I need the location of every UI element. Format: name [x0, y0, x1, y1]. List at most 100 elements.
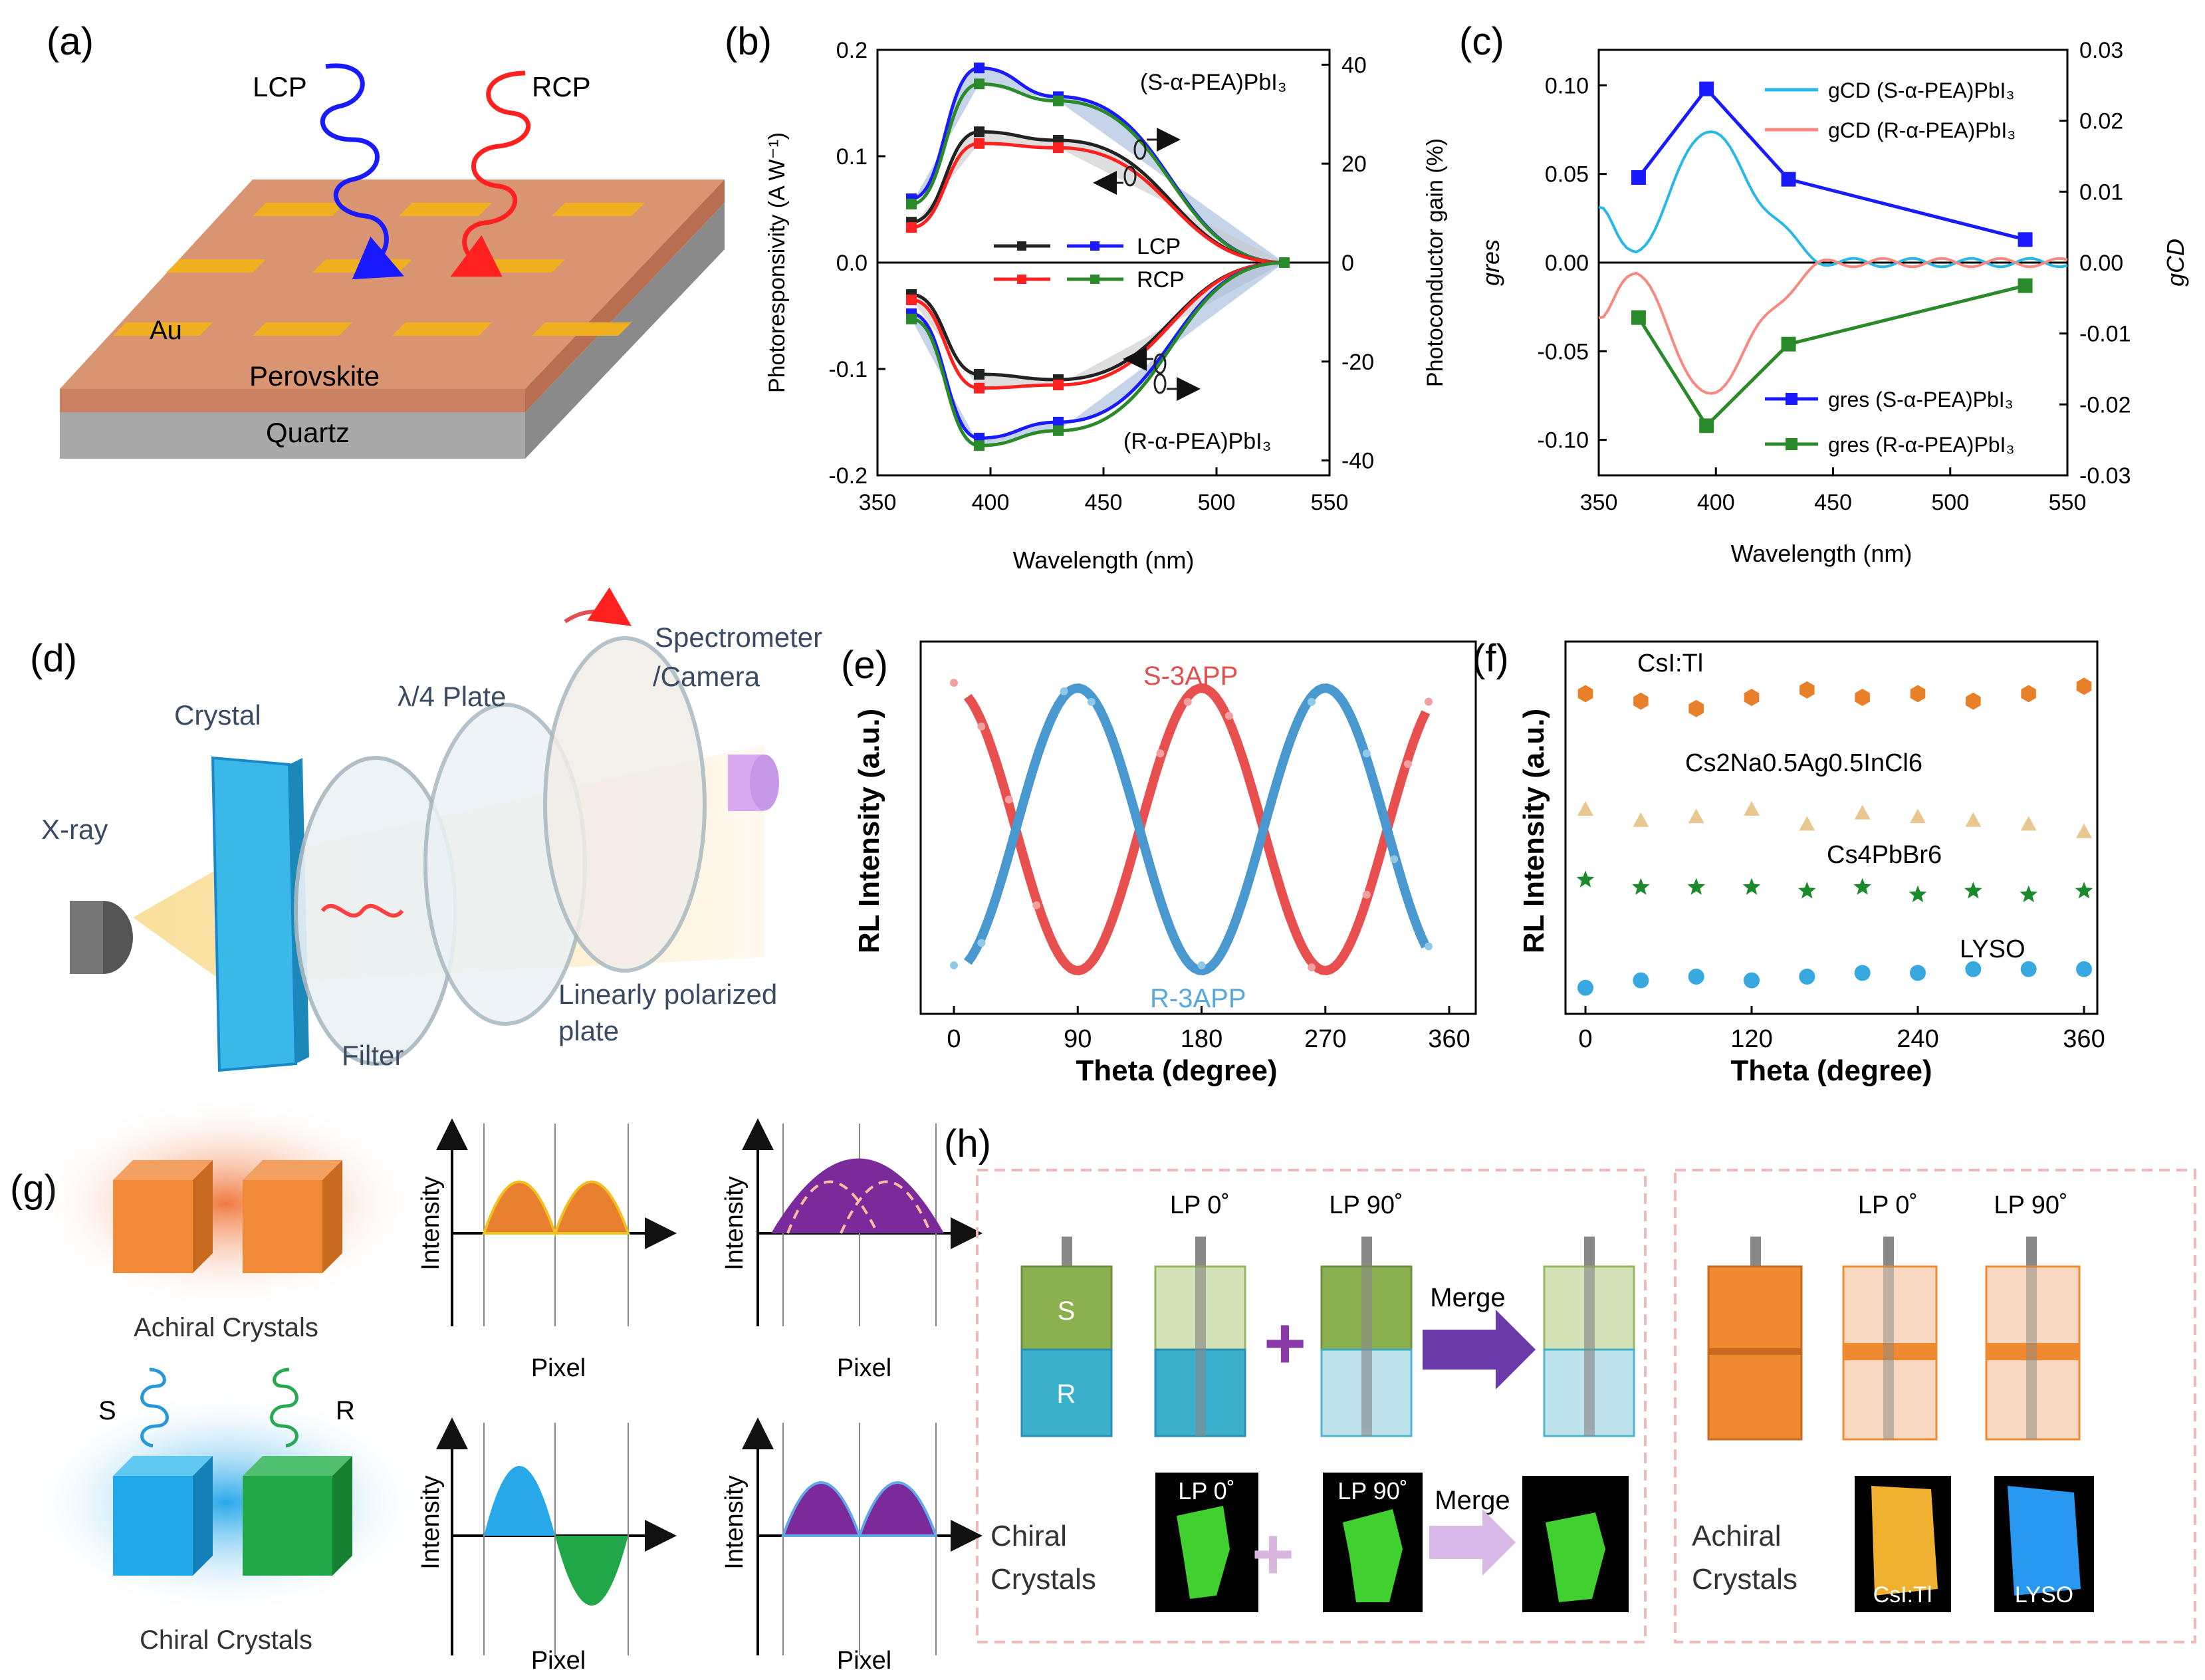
- r3app-point-7: [1390, 855, 1399, 864]
- lp-label-2: plate: [558, 1015, 619, 1046]
- panel-label-b: (b): [725, 20, 772, 63]
- s3app-curve: [963, 683, 1431, 975]
- x-tick-label-e-90: 90: [1064, 1025, 1092, 1053]
- plot-frame-e: [919, 640, 1477, 1015]
- mini-xlabel-2: Pixel: [837, 1354, 891, 1382]
- mini-ylabel-4: Intensity: [721, 1475, 749, 1570]
- y2-tick-label-c--0.02: -0.02: [2079, 392, 2131, 418]
- lyso-point-6: [1910, 965, 1926, 981]
- y2-tick-label-b--40: -40: [1341, 449, 1374, 474]
- y2-tick-label-b-40: 40: [1341, 53, 1367, 78]
- csi-point-8: [2021, 685, 2036, 703]
- y2-tick-label-c--0.01: -0.01: [2079, 322, 2131, 347]
- data-point-c-0-0: [1631, 170, 1646, 185]
- r3app-point-1: [977, 939, 986, 947]
- lp-label-1: Linearly polarized: [558, 979, 777, 1010]
- lyso-point-4: [1799, 969, 1815, 985]
- y2-tick-label-c-0.01: 0.01: [2079, 180, 2123, 205]
- s3app-point-9: [1403, 760, 1412, 769]
- lp0-label-achiral: LP 0˚: [1858, 1191, 1918, 1219]
- chiral-block-merged: [1543, 1237, 1635, 1437]
- r3app-point-8: [1424, 942, 1433, 951]
- plot-frame-f: [1564, 640, 2099, 1015]
- lp90-label-top: LP 90˚: [1329, 1191, 1403, 1219]
- photo-csi: CsI:Tl: [1855, 1476, 1951, 1612]
- lyso-point-2: [1688, 969, 1704, 985]
- csnaag-point-7: [1965, 812, 1982, 827]
- mini-xlabel-1: Pixel: [531, 1354, 586, 1382]
- cs4pbbr6-point-3: [1742, 878, 1761, 895]
- panel-label-e: (e): [841, 644, 888, 687]
- photo-lyso: LYSO: [1994, 1476, 2094, 1612]
- y-tick-label-c-0.00: 0.00: [1545, 251, 1589, 276]
- x-tick-label-b-550: 550: [1311, 490, 1349, 515]
- s3app-point-8: [1362, 890, 1371, 899]
- csi-point-7: [1966, 692, 1981, 710]
- legend-c-bottom: gres (S-α-PEA)PbI₃ gres (R-α-PEA)PbI₃: [1765, 388, 2014, 457]
- lp0-label-top: LP 0˚: [1170, 1191, 1230, 1219]
- series-line-b-3: [911, 142, 1285, 265]
- y2-tick-label-c-0.02: 0.02: [2079, 109, 2123, 134]
- series-line-b-2: [911, 130, 1285, 265]
- panel-g: (g) Achiral Crystals S R Chiral Crystals…: [10, 1097, 983, 1675]
- y-tick-label-b--0.1: -0.1: [828, 357, 868, 382]
- x-tick-label-b-500: 500: [1198, 490, 1236, 515]
- xray-label: X-ray: [41, 814, 108, 845]
- x-tick-label-c-350: 350: [1580, 490, 1618, 515]
- plate-label: λ/4 Plate: [398, 681, 506, 712]
- x-tick-label-b-400: 400: [972, 490, 1010, 515]
- legend-gres-r: gres (R-α-PEA)PbI₃: [1828, 433, 2014, 457]
- plus-icon-1: +: [1264, 1302, 1306, 1384]
- y-axis-label-b: Photoresponsivity (A W⁻¹): [764, 132, 790, 393]
- legend-lcp: LCP: [1137, 234, 1181, 259]
- y2-axis-label-b: Photoconductor gain (%): [1423, 138, 1448, 387]
- x-tick-label-e-0: 0: [947, 1025, 961, 1053]
- s3app-point-7: [1308, 963, 1316, 972]
- lyso-point-7: [1965, 961, 1982, 977]
- y2-tick-label-b-20: 20: [1341, 152, 1367, 177]
- r3app-label: R-3APP: [1150, 984, 1246, 1013]
- annotation-r-pea: (R-α-PEA)PbI₃: [1123, 429, 1271, 454]
- y-tick-label-c--0.10: -0.10: [1538, 428, 1589, 453]
- panel-label-a: (a): [47, 20, 94, 63]
- chiral-block-sr: S R: [1020, 1237, 1113, 1437]
- legend-b: LCP RCP: [994, 234, 1185, 293]
- label-csi: CsI:Tl: [1637, 650, 1703, 677]
- r-label-g: R: [336, 1396, 355, 1425]
- y-tick-label-b-0.1: 0.1: [836, 144, 868, 170]
- s3app-point-5: [1183, 697, 1192, 706]
- x-tick-label-b-450: 450: [1085, 490, 1123, 515]
- mini-plot-chiral: Intensity Pixel: [417, 1417, 677, 1675]
- legend-gcd-s: gCD (S-α-PEA)PbI₃: [1828, 78, 2014, 102]
- r3app-point-5: [1308, 697, 1316, 706]
- chiral-block-lp90: LP 90˚: [1320, 1191, 1413, 1437]
- csnaag-point-5: [1854, 804, 1871, 820]
- data-point-b-5-2: [1053, 380, 1064, 390]
- photo-lp0: LP 0˚: [1155, 1473, 1258, 1612]
- x-tick-label-e-180: 180: [1181, 1025, 1222, 1053]
- y-tick-label-b-0.0: 0.0: [836, 251, 868, 276]
- csnaag-point-4: [1799, 816, 1815, 831]
- data-point-b-3-2: [1053, 142, 1064, 154]
- mini-xlabel-4: Pixel: [837, 1647, 891, 1675]
- quartz-label: Quartz: [266, 417, 350, 448]
- y2-tick-label-c-0.00: 0.00: [2079, 251, 2123, 276]
- plot-area-e: 0 90 180 270 360: [947, 679, 1470, 1053]
- y-tick-label-b-0.2: 0.2: [836, 38, 868, 63]
- label-cs4pbbr6: Cs4PbBr6: [1827, 841, 1942, 869]
- panel-label-c: (c): [1459, 20, 1504, 63]
- chiral-block-lp0: LP 0˚: [1154, 1191, 1246, 1437]
- achiral-block-lp90: LP 90˚: [1985, 1191, 2081, 1441]
- band-fill-b-3: [911, 263, 1284, 446]
- x-tick-label-c-550: 550: [2049, 490, 2087, 515]
- data-point-b-3-1: [974, 138, 985, 149]
- label-lyso: LYSO: [1960, 935, 2026, 963]
- mini-plot-achiral: Intensity Pixel: [417, 1118, 677, 1382]
- mini-xlabel-3: Pixel: [531, 1647, 586, 1675]
- y-tick-label-c-0.05: 0.05: [1545, 162, 1589, 187]
- lcp-label: LCP: [253, 71, 307, 102]
- s-label-g: S: [98, 1396, 116, 1425]
- panel-a: (a) LCP RCP Au Perovskite Quartz: [47, 20, 725, 459]
- y2-tick-label-c-0.03: 0.03: [2079, 38, 2123, 63]
